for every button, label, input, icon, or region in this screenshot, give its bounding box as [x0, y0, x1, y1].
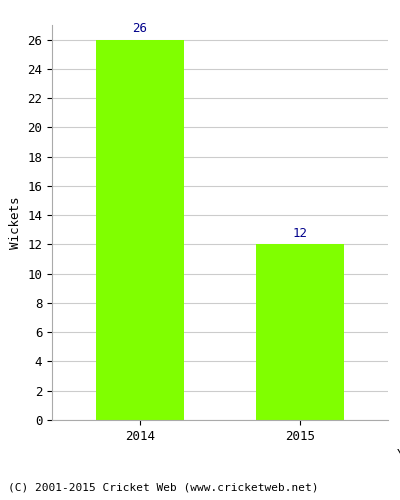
Y-axis label: Wickets: Wickets [9, 196, 22, 248]
Text: (C) 2001-2015 Cricket Web (www.cricketweb.net): (C) 2001-2015 Cricket Web (www.cricketwe… [8, 482, 318, 492]
Text: 12: 12 [292, 227, 308, 240]
Text: 26: 26 [132, 22, 148, 35]
Bar [96, 40, 184, 420]
X-axis label: Year: Year [396, 448, 400, 460]
Bar [256, 244, 344, 420]
